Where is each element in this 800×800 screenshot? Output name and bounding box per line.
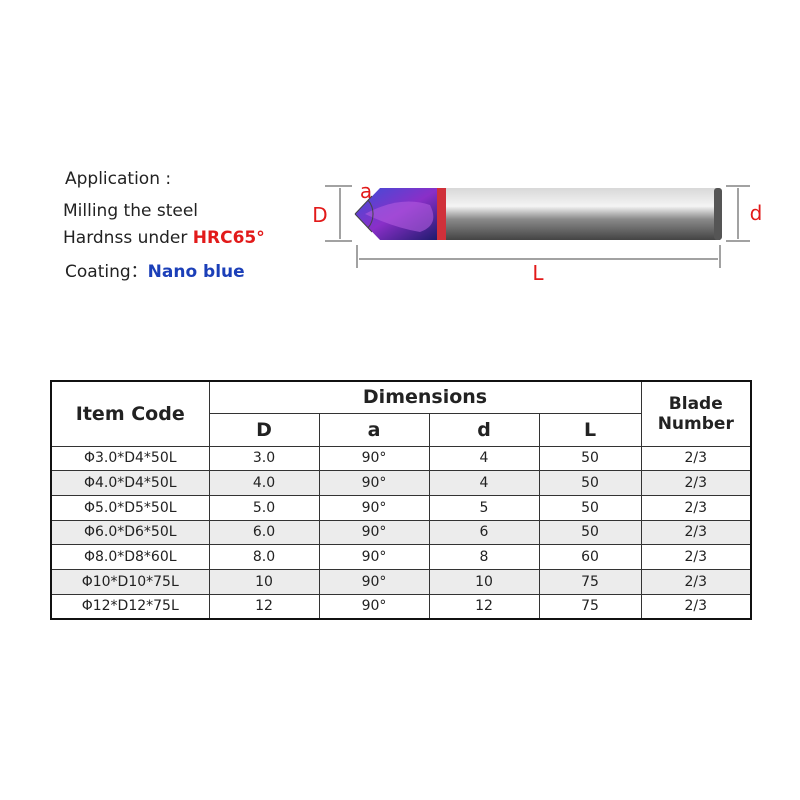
- shank-end: [714, 188, 722, 240]
- header-cell: Dimensions: [208, 380, 642, 414]
- highlight: Nano blue: [147, 262, 245, 282]
- header-cell: L: [538, 412, 642, 447]
- heading: Application :: [65, 169, 172, 189]
- table-cell: 50: [538, 494, 642, 521]
- table-cell: 4: [428, 445, 540, 472]
- table-cell: 2/3: [640, 519, 752, 546]
- table-cell: 6: [428, 519, 540, 546]
- dim-label: a: [360, 179, 372, 203]
- table-cell: 90°: [318, 470, 430, 496]
- shank: [445, 188, 720, 240]
- table-cell: 3.0: [208, 445, 320, 472]
- table-cell: 50: [538, 519, 642, 546]
- table-cell: 90°: [318, 568, 430, 595]
- table-cell: 2/3: [640, 568, 752, 595]
- table-cell: 10: [428, 568, 540, 595]
- table-cell: Φ6.0*D6*50L: [50, 519, 210, 546]
- table-cell: 90°: [318, 494, 430, 521]
- table-cell: 12: [428, 593, 540, 620]
- table-row: Φ10*D10*75L 10 90° 10 75 2/3: [50, 568, 752, 595]
- table-cell: 8: [428, 544, 540, 570]
- text: Coating：: [65, 262, 148, 282]
- header-cell: a: [318, 412, 430, 447]
- table-row: Φ6.0*D6*50L 6.0 90° 6 50 2/3: [50, 519, 752, 546]
- table-row: Φ4.0*D4*50L 4.0 90° 4 50 2/3: [50, 470, 752, 496]
- table-row: Φ12*D12*75L 12 90° 12 75 2/3: [50, 593, 752, 620]
- highlight: HRC65°: [192, 228, 265, 248]
- table-cell: 50: [538, 445, 642, 472]
- line: Hardnss under HRC65°: [63, 228, 265, 248]
- table-cell: Φ12*D12*75L: [50, 593, 210, 620]
- band: [437, 188, 446, 240]
- table-cell: Φ10*D10*75L: [50, 568, 210, 595]
- table-cell: 10: [208, 568, 320, 595]
- table-cell: 6.0: [208, 519, 320, 546]
- table-cell: 5.0: [208, 494, 320, 521]
- tool-diagram: D a d L: [312, 179, 763, 285]
- angle-arc: [367, 199, 374, 229]
- table-cell: 50: [538, 470, 642, 496]
- table-cell: 90°: [318, 544, 430, 570]
- line: Coating：Nano blue: [65, 257, 245, 282]
- table-cell: 2/3: [640, 470, 752, 496]
- table-cell: 60: [538, 544, 642, 570]
- table-cell: 4.0: [208, 470, 320, 496]
- table-cell: 2/3: [640, 593, 752, 620]
- dim-label: d: [750, 201, 763, 225]
- table-cell: Φ5.0*D5*50L: [50, 494, 210, 521]
- flute-face: [365, 201, 434, 232]
- table-cell: 8.0: [208, 544, 320, 570]
- line: Milling the steel: [63, 201, 198, 221]
- dim-label: L: [532, 261, 544, 285]
- table-cell: 75: [538, 568, 642, 595]
- table-cell: 12: [208, 593, 320, 620]
- header-cell: d: [428, 412, 540, 447]
- table-row: Φ3.0*D4*50L 3.0 90° 4 50 2/3: [50, 445, 752, 472]
- table-row: Φ8.0*D8*60L 8.0 90° 8 60 2/3: [50, 544, 752, 570]
- table-cell: Φ4.0*D4*50L: [50, 470, 210, 496]
- table-cell: 4: [428, 470, 540, 496]
- table-cell: 2/3: [640, 544, 752, 570]
- table-cell: 90°: [318, 593, 430, 620]
- text: Hardnss under: [63, 228, 193, 248]
- dim-label: D: [312, 203, 327, 227]
- header-cell: Item Code: [50, 380, 210, 447]
- table-cell: Φ3.0*D4*50L: [50, 445, 210, 472]
- table-cell: Φ8.0*D8*60L: [50, 544, 210, 570]
- table-cell: 90°: [318, 519, 430, 546]
- table-cell: 5: [428, 494, 540, 521]
- angle-line: [354, 195, 373, 233]
- header-cell: Blade Number: [640, 380, 752, 447]
- table-cell: 2/3: [640, 494, 752, 521]
- table-cell: 2/3: [640, 445, 752, 472]
- table-cell: 75: [538, 593, 642, 620]
- table-cell: 90°: [318, 445, 430, 472]
- header-cell: D: [208, 412, 320, 447]
- table-row: Φ5.0*D5*50L 5.0 90° 5 50 2/3: [50, 494, 752, 521]
